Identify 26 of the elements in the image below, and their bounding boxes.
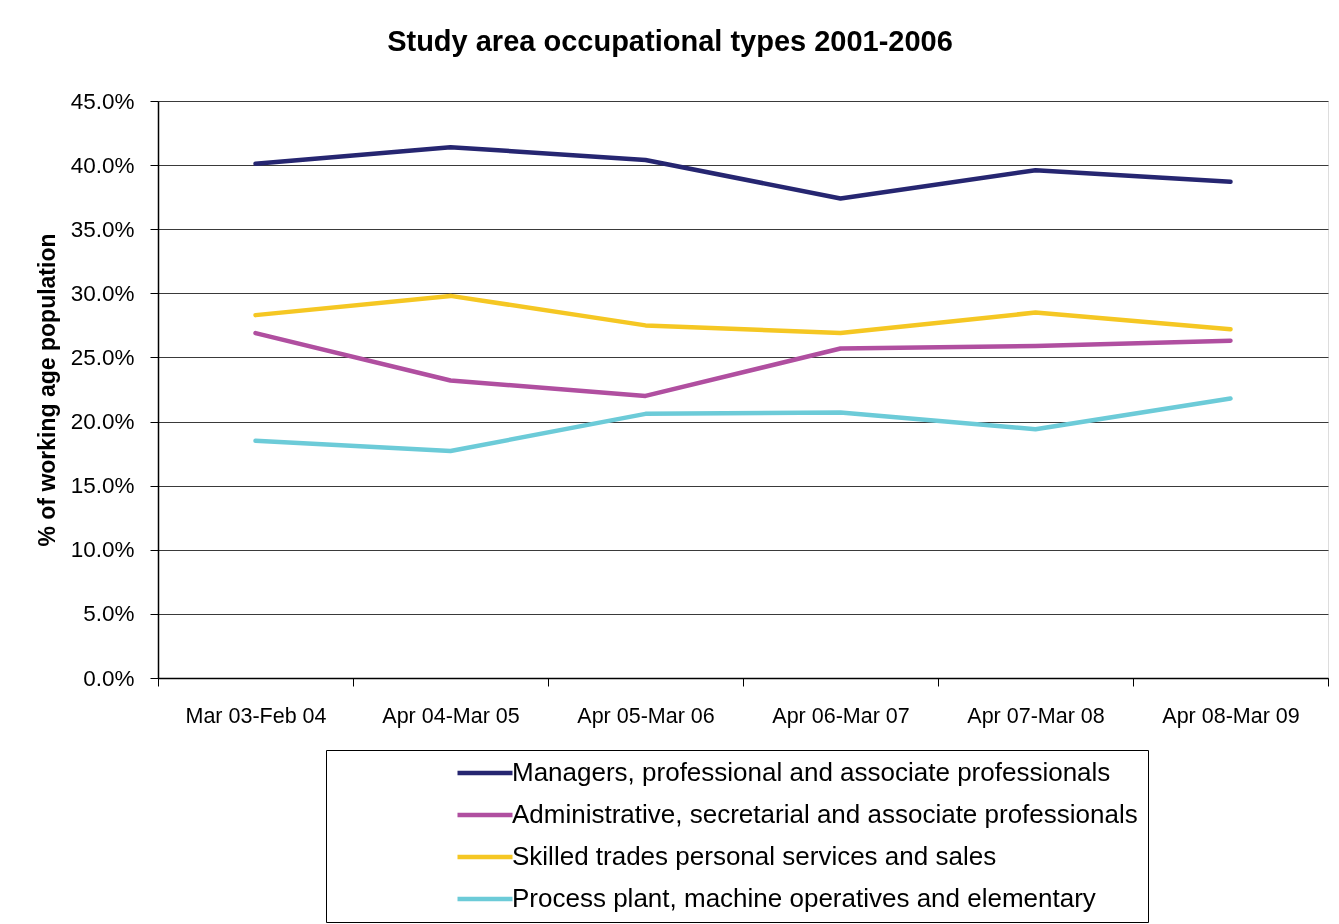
y-tick-label: 30.0% (70, 280, 135, 306)
x-tick-label: Apr 04-Mar 05 (382, 703, 520, 728)
legend-label: Managers, professional and associate professionals (512, 757, 1111, 787)
legend-label: Process plant, machine operatives and elementary (512, 883, 1096, 913)
y-tick-label: 0.0% (83, 665, 135, 691)
y-axis-title: % of working age population (33, 233, 60, 547)
line-series (253, 144, 1233, 201)
y-tick-label: 40.0% (70, 152, 135, 178)
y-tick-label: 5.0% (83, 601, 135, 627)
chart-title: Study area occupational types 2001-2006 (387, 25, 953, 57)
x-tick-label: Apr 08-Mar 09 (1162, 703, 1300, 728)
y-tick-label: 15.0% (70, 473, 135, 499)
x-tick-label: Apr 06-Mar 07 (772, 703, 910, 728)
x-tick-label: Mar 03-Feb 04 (185, 703, 327, 728)
y-tick-label: 45.0% (70, 88, 135, 114)
y-tick-label: 25.0% (70, 344, 135, 370)
x-tick-label: Apr 05-Mar 06 (577, 703, 715, 728)
y-tick-label: 35.0% (70, 216, 135, 242)
legend-label: Skilled trades personal services and sales (512, 841, 997, 871)
line-series (253, 330, 1233, 399)
x-tick-label: Apr 07-Mar 08 (967, 703, 1105, 728)
legend-label: Administrative, secretarial and associate professionals (512, 799, 1138, 829)
y-tick-label: 10.0% (70, 537, 135, 563)
line-series (253, 293, 1233, 336)
y-tick-label: 20.0% (70, 409, 135, 435)
line-series (253, 396, 1233, 454)
